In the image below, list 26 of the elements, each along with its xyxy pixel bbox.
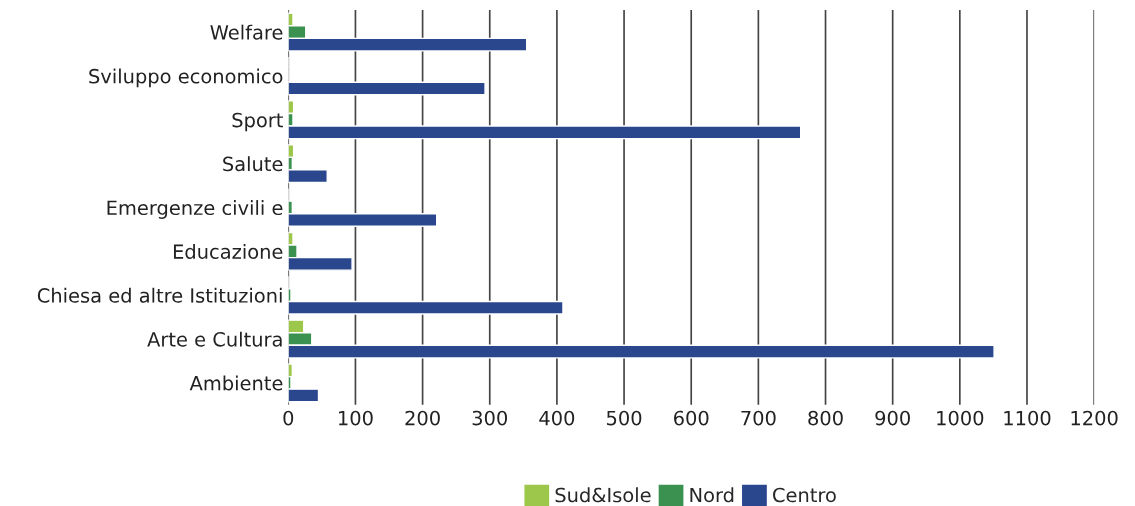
x-tick-label: 800 xyxy=(808,410,843,426)
y-tick-label: Sport xyxy=(232,112,283,132)
x-tick-label: 700 xyxy=(741,410,776,426)
x-tick-label: 1100 xyxy=(1004,410,1051,426)
x-tick-label: 1000 xyxy=(937,410,984,426)
bar xyxy=(288,81,486,96)
x-tick-label: 100 xyxy=(339,410,373,426)
x-tick-label: 900 xyxy=(875,410,910,426)
y-tick-label: Welfare xyxy=(210,24,283,40)
x-tick-label: 600 xyxy=(674,410,709,426)
legend-label: Centro xyxy=(773,487,836,503)
legend-label: Sud&Isole xyxy=(555,487,651,503)
y-tick-label: Arte e Cultura xyxy=(147,331,282,347)
y-tick-label: Ambiente xyxy=(189,375,283,391)
x-tick-label: 500 xyxy=(607,410,642,426)
x-tick-label: 400 xyxy=(539,410,575,426)
y-tick-label: Salute xyxy=(223,156,283,172)
y-tick-label: Sviluppo economico xyxy=(89,68,283,88)
y-tick-label: Educazione xyxy=(173,243,283,259)
y-tick-label: Emergenze civili e xyxy=(107,200,283,219)
legend-label: Nord xyxy=(690,487,734,503)
x-tick-label: 300 xyxy=(472,410,508,426)
x-tick-label: 0 xyxy=(283,410,294,426)
x-tick-label: 1200 xyxy=(1071,410,1118,426)
x-tick-label: 200 xyxy=(405,410,440,426)
y-tick-label: Chiesa ed altre Istituzioni xyxy=(37,287,282,303)
